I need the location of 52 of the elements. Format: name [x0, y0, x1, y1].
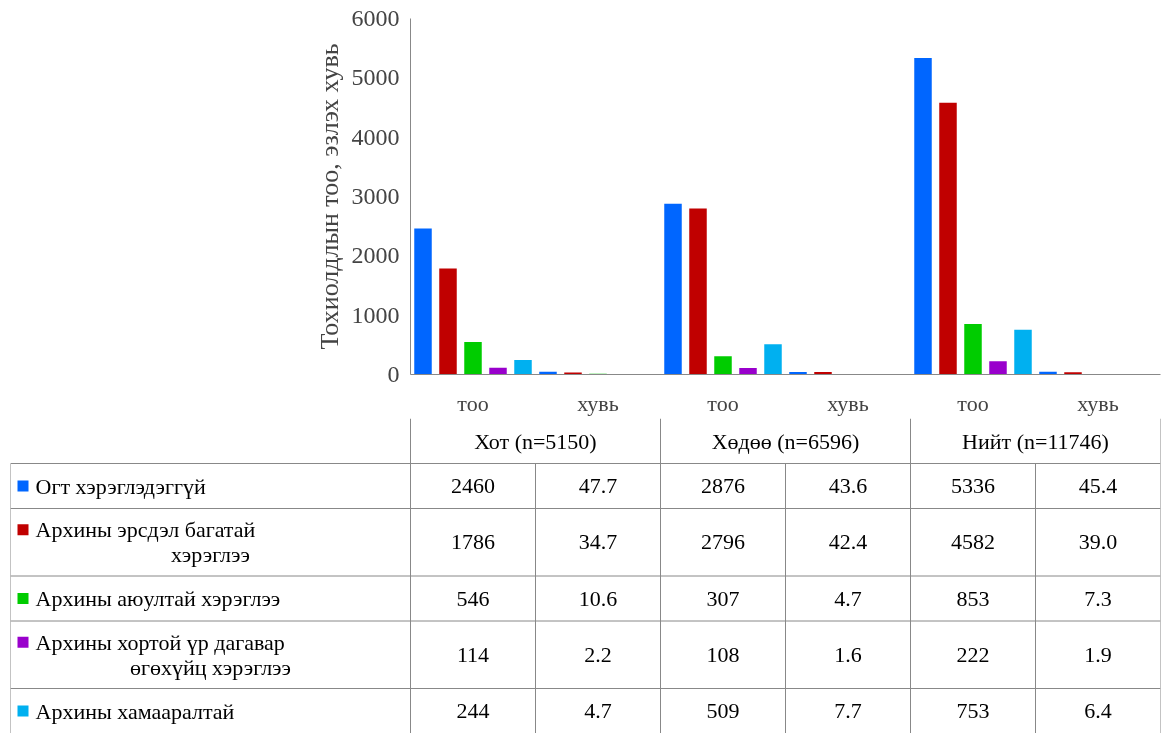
data-label: 2460	[451, 473, 495, 498]
x-tick-label: хувь	[827, 390, 869, 416]
data-label: 42.4	[828, 529, 868, 555]
data-label: 222	[956, 641, 990, 667]
y-tick-label: 6000	[351, 5, 400, 31]
data-label: 4.7	[584, 698, 612, 723]
x-tick-label: хувь	[1077, 390, 1119, 416]
legend-label: Архины хортой үр дагавар өгөхүйц хэрэглээ	[35, 629, 291, 680]
data-label: 753	[956, 698, 990, 723]
data-label: 307	[706, 585, 740, 611]
data-label: 509	[706, 698, 740, 723]
data-label: 6.4	[1084, 698, 1112, 723]
y-axis-title: Тохиолдлын тоо, эзлэх хувь	[314, 43, 344, 350]
data-label: 853	[956, 585, 990, 611]
y-tick-label: 1000	[351, 301, 400, 328]
data-label: 546	[456, 585, 490, 611]
legend-label: Архины аюултай хэрэглээ	[35, 586, 281, 611]
data-label: 7.7	[834, 698, 862, 723]
data-label: 2876	[701, 473, 745, 498]
data-label: 114	[456, 641, 490, 667]
text: Хот (n=5150)	[474, 428, 597, 454]
data-label: 45.4	[1078, 473, 1118, 498]
y-tick-label: 5000	[351, 64, 400, 91]
data-label: 4582	[951, 529, 995, 555]
y-tick-label: 0	[387, 361, 400, 387]
legend-label: Архины хамааралтай	[35, 698, 235, 724]
text: Нийт (n=11746)	[962, 428, 1109, 454]
data-label: 10.6	[578, 585, 618, 611]
data-label: 43.6	[828, 473, 868, 498]
data-label: 1.9	[1084, 641, 1112, 667]
data-label: 5336	[951, 473, 995, 498]
data-label: 1.6	[834, 641, 862, 667]
data-label: 7.3	[1084, 585, 1112, 611]
y-tick-label: 2000	[351, 242, 400, 269]
data-label: 2.2	[584, 641, 612, 667]
data-label: 34.7	[578, 529, 618, 555]
legend-label: Огт хэрэглэдэггүй	[35, 473, 207, 499]
data-label: 244	[456, 698, 490, 723]
x-tick-label: тоо	[957, 390, 989, 416]
y-tick-label: 4000	[351, 123, 400, 150]
x-tick-label: тоо	[707, 390, 739, 416]
data-label: 47.7	[578, 473, 618, 498]
y-tick-label: 3000	[351, 183, 400, 209]
text: Хөдөө (n=6596)	[711, 428, 860, 454]
data-label: 4.7	[834, 585, 862, 611]
data-label: 2796	[701, 529, 745, 555]
x-tick-label: тоо	[457, 390, 489, 416]
legend-label: Архины эрсдэл багатай хэрэглээ	[35, 517, 256, 568]
data-label: 108	[706, 641, 740, 667]
x-tick-label: хувь	[577, 390, 619, 416]
data-label: 1786	[451, 529, 495, 555]
data-label: 39.0	[1078, 529, 1118, 555]
